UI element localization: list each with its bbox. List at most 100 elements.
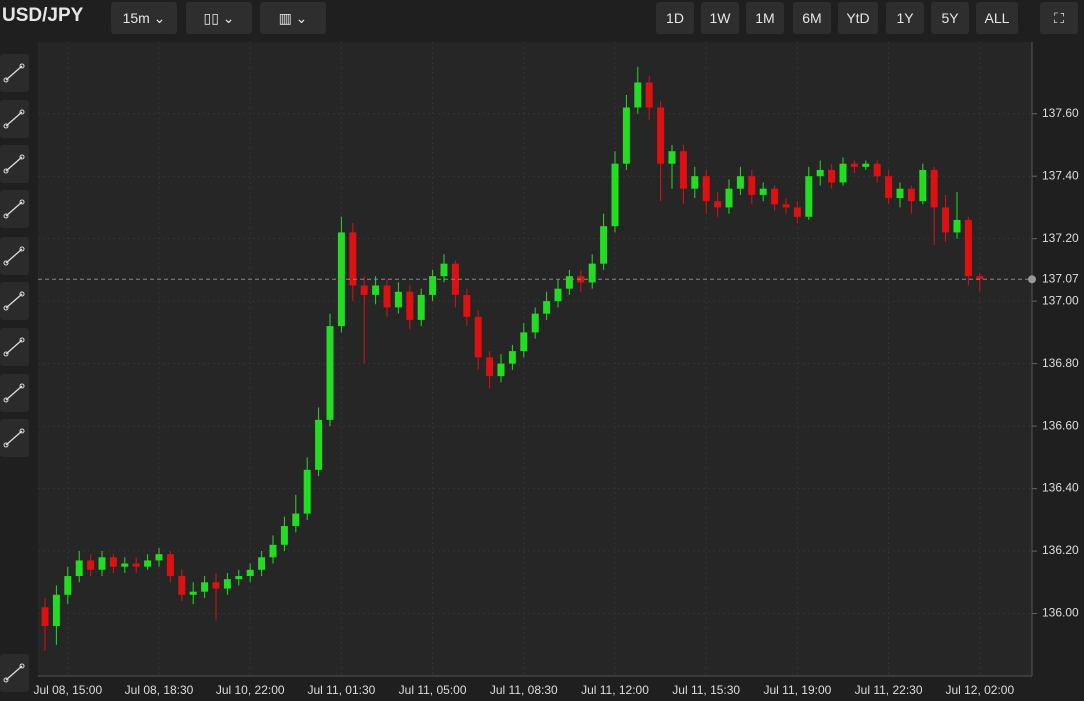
candle-body <box>486 357 494 377</box>
candle-body <box>406 291 414 320</box>
x-tick-label: Jul 08, 18:30 <box>125 683 194 697</box>
candle-body <box>919 169 927 202</box>
x-tick-label: Jul 11, 19:00 <box>763 683 831 697</box>
candle-body <box>463 294 471 317</box>
candle-body <box>622 107 630 164</box>
candle-body <box>657 107 665 164</box>
tool-icon <box>3 428 25 448</box>
candle-body <box>41 607 49 627</box>
plot-area <box>38 42 1032 676</box>
candle-body <box>748 176 756 195</box>
candle-body <box>109 557 117 567</box>
candle-body <box>714 201 722 208</box>
candle-body <box>429 276 437 295</box>
symbol: USD/JPY <box>2 5 84 26</box>
tool-icon <box>3 199 25 219</box>
drawing-tool[interactable] <box>0 190 29 228</box>
range-button[interactable]: 1D <box>656 2 694 34</box>
candle-body <box>885 176 893 199</box>
range-button[interactable]: ALL <box>976 2 1018 34</box>
tool-icon <box>3 246 25 266</box>
candle-body <box>531 313 539 333</box>
candle-body <box>942 207 950 233</box>
candle-body <box>349 232 357 286</box>
range-button[interactable]: YtD <box>838 2 878 34</box>
candle-body <box>873 163 881 177</box>
x-tick-label: Jul 12, 02:00 <box>945 683 1014 697</box>
x-tick-label: Jul 11, 15:30 <box>672 683 740 697</box>
x-tick-label: Jul 10, 22:00 <box>216 683 285 697</box>
candle-body <box>337 232 345 327</box>
candle-body <box>417 294 425 320</box>
fullscreen-button[interactable]: ⛶ <box>1040 2 1078 34</box>
candle-body <box>52 594 60 627</box>
candle-body <box>303 469 311 514</box>
candle-body <box>87 560 95 570</box>
candle-body <box>223 579 231 589</box>
candle-body <box>577 276 585 283</box>
last-price-dot <box>1028 275 1036 284</box>
candle-body <box>451 263 459 295</box>
candle-body <box>588 263 596 283</box>
drawing-tool[interactable] <box>0 419 29 457</box>
candle-body <box>315 419 323 470</box>
y-tick-label: 137.20 <box>1042 231 1079 245</box>
range-button[interactable]: 1W <box>701 2 739 34</box>
candle-body <box>383 285 391 308</box>
candle-body <box>976 276 984 280</box>
candle-body <box>189 591 197 595</box>
candle-body <box>144 560 152 567</box>
candle-body <box>360 285 368 295</box>
y-tick-label: 136.80 <box>1042 356 1079 370</box>
drawing-tool[interactable] <box>0 145 29 183</box>
candle-body <box>520 332 528 352</box>
candle-body <box>611 163 619 227</box>
x-tick-label: Jul 11, 22:30 <box>855 683 923 697</box>
drawing-tool[interactable] <box>0 237 29 275</box>
candle-body <box>691 176 699 189</box>
last-price-label: 137.07 <box>1042 271 1079 285</box>
x-tick-label: Jul 11, 01:30 <box>307 683 375 697</box>
candle-body <box>166 554 174 577</box>
drawing-tool[interactable] <box>0 374 29 412</box>
range-button[interactable]: 1Y <box>886 2 924 34</box>
candle-body <box>759 188 767 195</box>
x-tick-label: Jul 11, 05:00 <box>399 683 467 697</box>
tool-icon <box>3 109 25 129</box>
candle-body <box>907 188 915 202</box>
tool-icon <box>3 63 25 83</box>
drawing-tool[interactable] <box>0 282 29 320</box>
range-button[interactable]: 5Y <box>931 2 969 34</box>
candle-body <box>75 560 83 577</box>
candle-body <box>98 557 106 570</box>
candle-body <box>725 188 733 208</box>
candle-body <box>474 316 482 358</box>
candle-body <box>782 204 790 208</box>
drawing-tool[interactable] <box>0 100 29 138</box>
candle-body <box>736 176 744 189</box>
candle-body <box>280 526 288 545</box>
candle-body <box>394 291 402 308</box>
range-button[interactable]: 6M <box>793 2 831 34</box>
candle-body <box>953 219 961 233</box>
chart-type-select[interactable]: ▯▯ ⌄ <box>186 2 252 34</box>
tool-icon <box>3 291 25 311</box>
candle-body <box>178 576 186 595</box>
candle-body <box>258 557 266 570</box>
candle-body <box>645 82 653 108</box>
drawing-tool[interactable] <box>0 328 29 366</box>
interval-select[interactable]: 15m ⌄ <box>111 2 177 34</box>
x-tick-label: Jul 11, 08:30 <box>490 683 558 697</box>
candle-body <box>828 169 836 183</box>
candle-body <box>201 582 209 592</box>
drawing-tool[interactable] <box>0 54 29 92</box>
candle-body <box>634 82 642 108</box>
range-button[interactable]: 1M <box>746 2 784 34</box>
indicator-select[interactable]: ▥ ⌄ <box>260 2 326 34</box>
tool-icon <box>3 154 25 174</box>
candle-body <box>964 219 972 277</box>
y-tick-label: 136.20 <box>1042 543 1079 557</box>
tool-icon <box>3 337 25 357</box>
drawing-tool[interactable] <box>0 654 29 692</box>
candle-body <box>326 326 334 420</box>
